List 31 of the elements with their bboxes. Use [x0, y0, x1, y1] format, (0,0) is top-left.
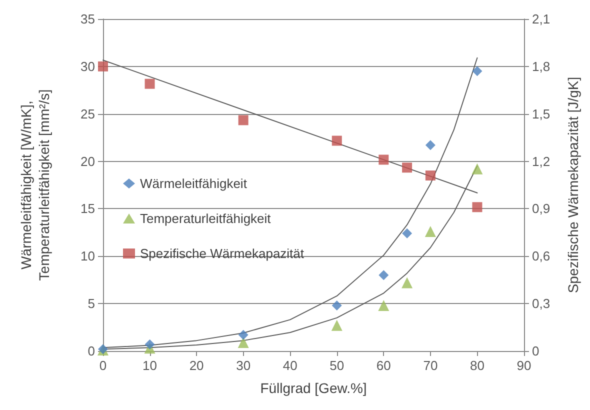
y2-tick-label: 1,2 — [532, 154, 550, 169]
x-tick-label: 30 — [236, 358, 251, 373]
x-axis-title: Füllgrad [Gew.%] — [260, 380, 367, 396]
x-tick-label: 60 — [376, 358, 391, 373]
x-tick-label: 80 — [470, 358, 484, 373]
y-tick-label: 0 — [88, 344, 95, 358]
y-tick-label: 15 — [80, 201, 95, 216]
y-tick-label: 25 — [80, 106, 95, 122]
y-axis-title: Wärmeleitfähigkeit [W/mK], Temperaturleitfähigkeit [mm²/s] — [18, 89, 52, 281]
y2-axis-title: Spezifische Wärmekapazität [J/gK] — [565, 76, 581, 294]
x-tick-label: 50 — [330, 358, 344, 373]
x-tick-label: 70 — [423, 358, 438, 373]
x-tick-label: 90 — [516, 358, 532, 373]
y2-tick-label: 1,8 — [532, 58, 550, 74]
y2-tick-label: 2,1 — [532, 12, 550, 26]
y2-tick-label: 0,9 — [532, 201, 550, 216]
x-tick-label: 40 — [282, 358, 298, 373]
x-tick-label: 0 — [99, 358, 107, 373]
y-tick-label: 5 — [88, 296, 95, 312]
x-tick-label: 20 — [189, 358, 204, 373]
legend-label: Temperaturleitfähigkeit — [140, 211, 272, 226]
y-tick-label: 35 — [80, 12, 95, 26]
legend-label: Wärmeleitfähigkeit — [140, 176, 248, 191]
y-tick-label: 30 — [80, 58, 95, 74]
y2-tick-label: 0 — [532, 344, 540, 358]
y-tick-label: 20 — [80, 154, 95, 169]
y2-tick-label: 0,6 — [532, 248, 550, 264]
y-tick-label: 10 — [80, 248, 95, 264]
y2-tick-label: 1,5 — [532, 106, 550, 122]
x-tick-label: 10 — [142, 358, 158, 373]
y2-tick-label: 0,3 — [532, 296, 550, 312]
